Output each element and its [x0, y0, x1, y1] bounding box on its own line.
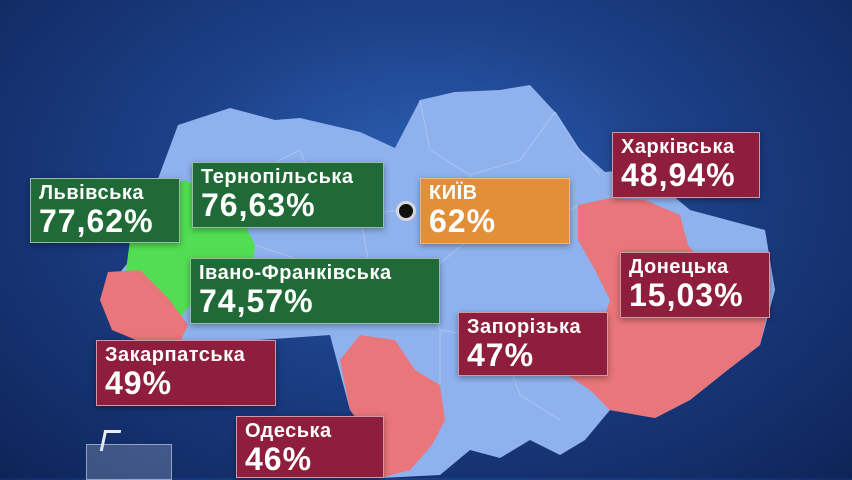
broadcaster-logo-box — [86, 444, 172, 480]
region-percent: 74,57% — [199, 283, 314, 319]
label-kharkiv: Харківська 48,94% — [612, 132, 760, 198]
label-zaporizhzhia: Запорізька 47% — [458, 312, 608, 376]
odesa-region — [340, 335, 445, 478]
label-kyiv: КИЇВ 62% — [420, 178, 570, 244]
region-percent: 15,03% — [629, 277, 744, 313]
region-name: Одеська — [245, 420, 332, 442]
kyiv-city-marker — [396, 201, 416, 221]
region-name: Харківська — [621, 136, 735, 158]
region-name: Донецька — [629, 256, 729, 278]
region-name: Івано-Франківська — [199, 262, 392, 284]
label-donetsk: Донецька 15,03% — [620, 252, 770, 318]
label-ivano-frankivsk: Івано-Франківська 74,57% — [190, 258, 440, 324]
region-name: Закарпатська — [105, 344, 246, 366]
zakarpattia-region — [100, 270, 188, 345]
region-percent: 62% — [429, 203, 497, 239]
label-zakarpattia: Закарпатська 49% — [96, 340, 276, 406]
label-odesa: Одеська 46% — [236, 416, 384, 478]
region-name: Тернопільська — [201, 166, 354, 188]
region-percent: 77,62% — [39, 203, 154, 239]
region-percent: 76,63% — [201, 187, 316, 223]
region-percent: 49% — [105, 365, 173, 401]
region-percent: 48,94% — [621, 157, 736, 193]
region-name: КИЇВ — [429, 182, 478, 204]
label-lviv: Львівська 77,62% — [30, 178, 180, 243]
label-ternopil: Тернопільська 76,63% — [192, 162, 384, 228]
region-percent: 46% — [245, 441, 313, 477]
region-percent: 47% — [467, 337, 535, 373]
region-name: Запорізька — [467, 316, 582, 338]
region-name: Львівська — [39, 182, 145, 204]
